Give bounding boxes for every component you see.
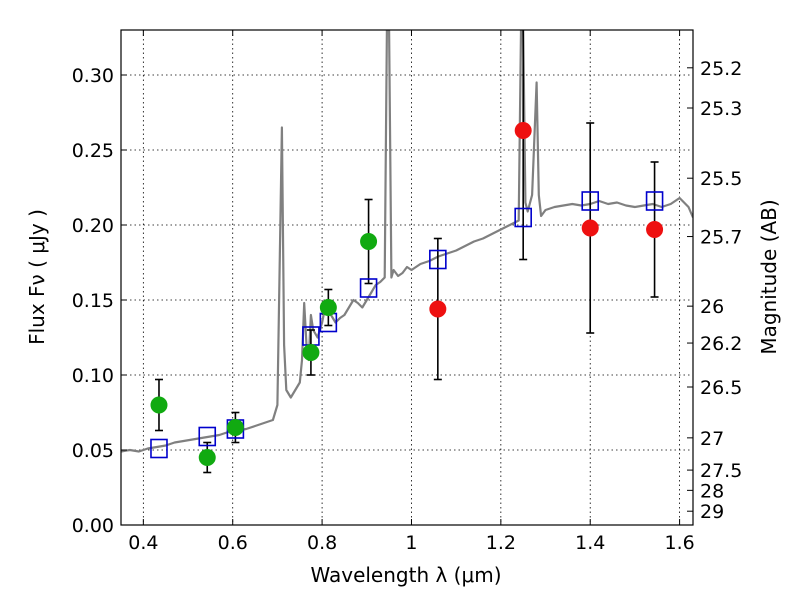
observed-point	[302, 344, 320, 361]
x-tick-label: 1	[405, 532, 417, 554]
magnitude-tick-label: 29	[700, 501, 724, 523]
magnitude-tick-label: 25.2	[700, 58, 742, 80]
errorbar-layer	[154, 30, 659, 474]
magnitude-tick-label: 27	[700, 428, 724, 450]
observed-point	[360, 233, 378, 250]
magnitude-tick-label: 26	[700, 296, 724, 318]
x-tick-label: 1.4	[575, 532, 605, 554]
x-tick-label: 0.6	[218, 532, 248, 554]
spectrum-line	[121, 30, 693, 453]
magnitude-tick-label: 25.3	[700, 98, 742, 120]
magnitude-tick-label: 27.5	[700, 460, 742, 482]
model-square	[429, 249, 447, 270]
model-square	[514, 207, 532, 228]
grid-lines	[121, 30, 693, 525]
observed-point	[429, 300, 447, 318]
y-tick-label: 0.10	[72, 365, 114, 387]
model-square	[581, 191, 600, 211]
y-tick-label: 0.20	[72, 215, 114, 237]
observed-point	[581, 219, 599, 237]
model-square	[359, 278, 378, 298]
y-tick-label: 0.25	[72, 140, 114, 162]
axis-ticks: 0.4 0.6 0.8 1 1.2 1.4 1.6 0.00 0.05 0.10 0.15 0.20 0…	[72, 30, 742, 554]
model-square	[198, 426, 217, 447]
x-tick-label: 0.8	[307, 532, 337, 554]
x-tick-label: 1.2	[486, 532, 516, 554]
y2-axis-label: Magnitude (AB)	[757, 199, 781, 354]
model-square	[150, 438, 168, 459]
y-tick-label: 0.00	[72, 515, 114, 537]
plot-frame	[120, 29, 694, 526]
y-tick-label: 0.30	[72, 65, 114, 87]
marker-layer	[150, 122, 664, 466]
magnitude-tick-label: 25.5	[700, 168, 742, 190]
observed-point	[150, 396, 168, 414]
y-axis-label: Flux Fν ( μJy )	[25, 209, 49, 345]
observed-point	[198, 449, 216, 466]
observed-point	[226, 419, 244, 436]
magnitude-tick-label: 26.5	[700, 377, 742, 399]
x-tick-label: 1.6	[664, 532, 694, 554]
y-tick-label: 0.15	[72, 290, 114, 312]
magnitude-tick-label: 26.2	[700, 333, 742, 355]
model-square	[645, 191, 664, 211]
magnitude-tick-label: 28	[700, 480, 724, 502]
observed-point	[514, 122, 532, 139]
observed-point	[646, 221, 664, 238]
spectrum-layer	[121, 30, 693, 453]
x-axis-label: Wavelength λ (μm)	[310, 563, 501, 587]
magnitude-tick-label: 25.7	[700, 227, 742, 249]
observed-point	[319, 299, 337, 316]
y-tick-label: 0.05	[72, 440, 114, 462]
x-tick-label: 0.4	[128, 532, 158, 554]
